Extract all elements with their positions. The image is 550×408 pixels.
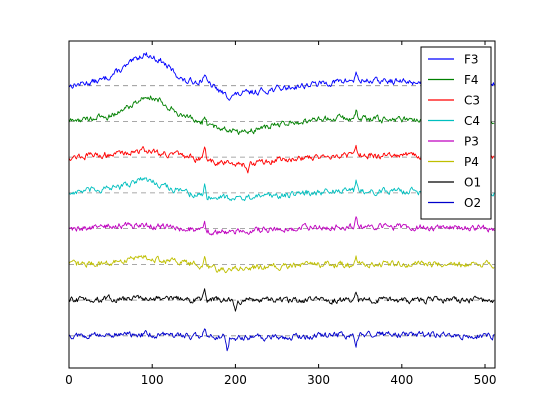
legend-box (420, 46, 492, 220)
legend-label-f3: F3 (464, 53, 479, 67)
series-line-p4 (69, 255, 495, 274)
plot-frame (68, 40, 496, 369)
legend-label-o1: O1 (464, 176, 481, 190)
x-tick-label: 500 (474, 373, 497, 387)
legend-label-f4: F4 (464, 73, 479, 87)
x-tick-label: 0 (65, 373, 73, 387)
legend: F3 F4 C3 C4 P3 P4 O1 O2 (420, 46, 492, 220)
x-axis: 0 100 200 300 400 500 (65, 41, 496, 387)
x-tick-label: 100 (141, 373, 164, 387)
x-tick-label: 300 (307, 373, 330, 387)
x-tick-label: 400 (390, 373, 413, 387)
series-line-p3 (69, 216, 495, 236)
legend-label-c3: C3 (464, 94, 480, 108)
legend-label-p3: P3 (464, 135, 479, 149)
legend-label-c4: C4 (464, 114, 480, 128)
legend-label-p4: P4 (464, 155, 479, 169)
legend-label-o2: O2 (464, 196, 481, 210)
series-line-o2 (69, 328, 495, 352)
series-line-o1 (69, 288, 495, 312)
x-tick-label: 200 (224, 373, 247, 387)
